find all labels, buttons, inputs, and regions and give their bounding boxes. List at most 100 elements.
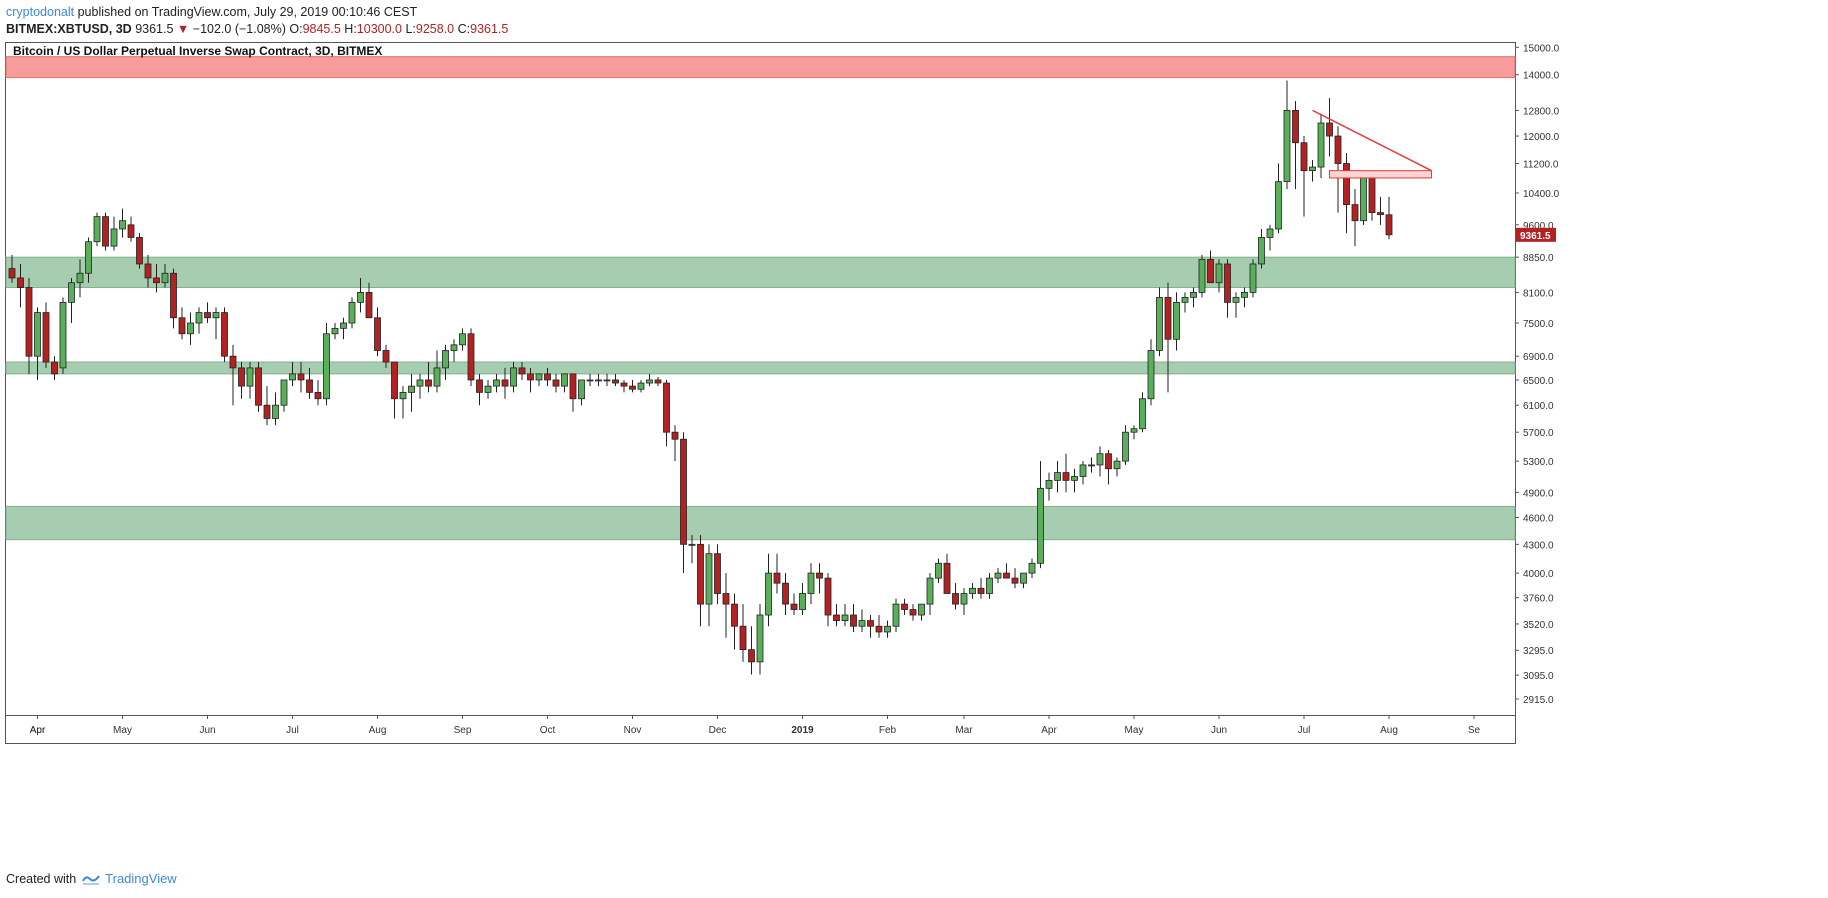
x-tick-label: Jul	[1298, 725, 1311, 736]
y-tick-label: 14000.0	[1523, 71, 1560, 82]
candle-up	[408, 385, 415, 393]
candle-down	[1351, 204, 1359, 222]
candle-up	[1156, 296, 1163, 351]
x-tick-label: Aug	[1380, 725, 1398, 736]
candle-down	[731, 603, 738, 627]
candle-up	[688, 543, 696, 546]
candle-up	[1079, 464, 1087, 477]
candle-up	[935, 562, 942, 579]
candle-up	[858, 620, 866, 627]
last-price-label-bg	[1516, 227, 1556, 242]
candle-up	[493, 379, 500, 387]
candle-up	[841, 614, 849, 621]
candle-down	[1343, 163, 1350, 206]
x-tick-label: Dec	[709, 725, 727, 736]
created-with-text: Created with	[6, 872, 77, 886]
candle-up	[450, 344, 458, 351]
candle-up	[34, 312, 41, 357]
close-value: 9361.5	[470, 22, 509, 36]
candle-down	[748, 649, 755, 663]
candle-up	[578, 379, 585, 400]
candle-up	[195, 312, 203, 324]
candle-down	[238, 367, 245, 387]
candle-down	[816, 572, 823, 579]
candle-up	[1283, 109, 1291, 183]
candle-up	[357, 292, 364, 303]
tradingview-brand-link[interactable]: TradingView	[105, 871, 177, 886]
candle-down	[1334, 135, 1342, 164]
price-chart[interactable]: Bitcoin / US Dollar Perpetual Inverse Sw…	[5, 42, 1766, 842]
candle-down	[153, 277, 160, 284]
candle-down	[790, 603, 798, 610]
y-tick-label: 12800.0	[1523, 106, 1560, 117]
candle-down	[170, 272, 177, 319]
candle-down	[697, 543, 704, 605]
candle-down	[297, 373, 305, 381]
candle-up	[1139, 398, 1146, 430]
author-link[interactable]: cryptodonalt	[6, 5, 75, 19]
candle-up	[1054, 472, 1061, 481]
candle-down	[314, 391, 322, 400]
candle-up	[1122, 431, 1129, 462]
candle-down	[476, 379, 483, 393]
candle-up	[1130, 428, 1138, 433]
candle-up	[926, 577, 934, 605]
y-tick-label: 4900.0	[1523, 488, 1554, 499]
published-text: published on TradingView.com, July 29, 2…	[77, 5, 418, 19]
x-tick-label: Feb	[879, 725, 897, 736]
candle-up	[535, 373, 543, 381]
candle-up	[85, 241, 92, 274]
y-tick-label: 6900.0	[1523, 352, 1554, 363]
y-tick-label: 4300.0	[1523, 540, 1554, 551]
candle-up	[799, 593, 806, 610]
y-tick-label: 3520.0	[1523, 620, 1554, 631]
candle-up	[1173, 301, 1180, 340]
candle-down	[263, 404, 271, 419]
x-tick-label: 2019	[791, 725, 814, 736]
candle-down	[875, 625, 883, 633]
candle-up	[1113, 460, 1121, 470]
x-tick-label: Apr	[30, 725, 46, 736]
close-label: C:	[457, 22, 471, 36]
triangle-resistance-line	[1312, 109, 1432, 172]
candle-down	[1326, 122, 1333, 137]
last-price-label: 9361.5	[1520, 231, 1551, 242]
candle-up	[969, 587, 976, 594]
chart-svg[interactable]: Bitcoin / US Dollar Perpetual Inverse Sw…	[5, 42, 1766, 842]
candle-down	[1105, 453, 1112, 470]
candle-up	[280, 379, 288, 406]
candle-down	[25, 287, 33, 357]
candle-down	[221, 312, 228, 357]
candle-down	[943, 562, 951, 594]
candle-down	[102, 216, 109, 247]
candle-down	[552, 379, 560, 387]
candle-down	[867, 620, 874, 627]
candle-up	[1232, 296, 1240, 303]
candle-up	[561, 373, 568, 387]
candle-down	[773, 572, 781, 584]
candle-down	[255, 367, 262, 406]
candle-down	[425, 379, 432, 387]
y-tick-label: 8100.0	[1523, 288, 1554, 299]
candle-up	[986, 577, 993, 594]
candle-up	[756, 614, 764, 663]
x-tick-label: Mar	[955, 725, 973, 736]
x-tick-label: Oct	[540, 725, 556, 736]
candle-down	[620, 382, 628, 387]
candle-up	[884, 625, 891, 633]
candle-up	[637, 382, 645, 390]
candle-up	[161, 272, 169, 284]
candle-down	[977, 587, 985, 594]
candle-down	[739, 625, 747, 651]
candle-down	[1385, 214, 1393, 236]
candle-down	[663, 382, 670, 433]
y-tick-label: 6500.0	[1523, 376, 1554, 387]
candle-down	[382, 350, 390, 363]
candle-up	[1258, 237, 1265, 265]
candle-down	[1377, 212, 1384, 215]
y-tick-label: 12000.0	[1523, 132, 1560, 143]
symbol-label: BITMEX:XBTUSD, 3D	[6, 22, 132, 36]
candle-up	[331, 327, 339, 335]
candle-down	[306, 379, 313, 393]
candle-down	[144, 263, 152, 279]
